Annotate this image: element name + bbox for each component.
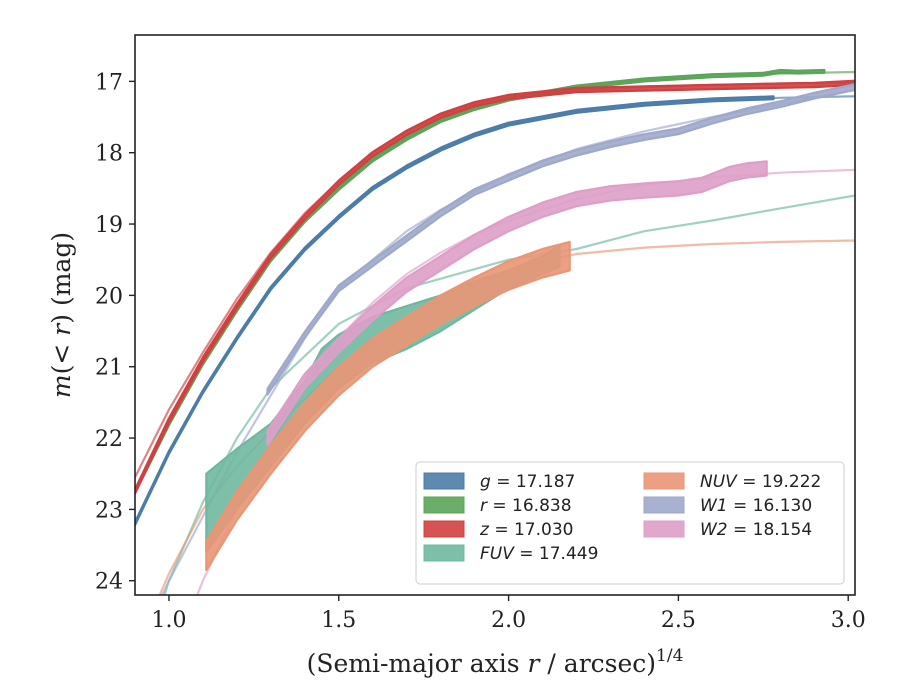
legend-label-z: z = 17.030	[479, 520, 573, 540]
profile-band-w2	[266, 160, 768, 447]
legend-label-nuv: NUV = 19.222	[700, 472, 821, 492]
profile-band-r	[135, 68, 826, 495]
y-tick-label: 19	[95, 213, 123, 238]
y-tick-label: 20	[95, 284, 123, 309]
legend-box	[415, 461, 845, 585]
x-axis-label: (Semi-major axis r / arcsec)1/4	[307, 646, 684, 678]
x-tick-label: 2.0	[491, 608, 526, 633]
legend-label-fuv: FUV = 17.449	[480, 544, 598, 564]
legend-swatch-r	[423, 496, 465, 514]
x-tick-label: 2.5	[661, 608, 696, 633]
y-tick-label: 17	[95, 70, 123, 95]
legend-swatch-fuv	[423, 544, 465, 562]
x-tick-label: 1.0	[151, 608, 186, 633]
y-tick-label: 21	[95, 356, 123, 381]
legend-swatch-nuv	[643, 472, 685, 490]
legend-label-r: r = 16.838	[480, 496, 572, 516]
y-axis-label: m(< r) (mag)	[47, 232, 76, 398]
legend-swatch-w1	[643, 496, 685, 514]
profile-band-w1	[266, 83, 855, 396]
profile-band-nuv	[205, 240, 571, 572]
y-tick-label: 23	[95, 498, 123, 523]
axes-frame	[134, 34, 856, 596]
legend-label-w2: W2 = 18.154	[700, 520, 812, 540]
legend-label-g: g = 17.187	[480, 472, 575, 492]
x-tick-label: 3.0	[831, 608, 866, 633]
legend: g = 17.187 NUV = 19.222 r = 16.838 W1 = 16.…	[415, 461, 845, 585]
legend-swatch-z	[423, 520, 465, 538]
profile-band-z	[135, 79, 855, 495]
legend-label-w1: W1 = 16.130	[700, 496, 812, 516]
plot-curves	[135, 68, 855, 595]
x-tick-label: 1.5	[321, 608, 356, 633]
y-tick-label: 22	[95, 427, 123, 452]
y-tick-label: 24	[95, 570, 123, 595]
profile-band-g	[135, 95, 775, 527]
legend-swatch-w2	[643, 520, 685, 538]
y-tick-label: 18	[95, 142, 123, 167]
legend-swatch-g	[423, 472, 465, 490]
axis-ticks: 1.0 1.5 2.0 2.5 3.0 17 18 19 20 21 22 23 24	[95, 70, 866, 633]
